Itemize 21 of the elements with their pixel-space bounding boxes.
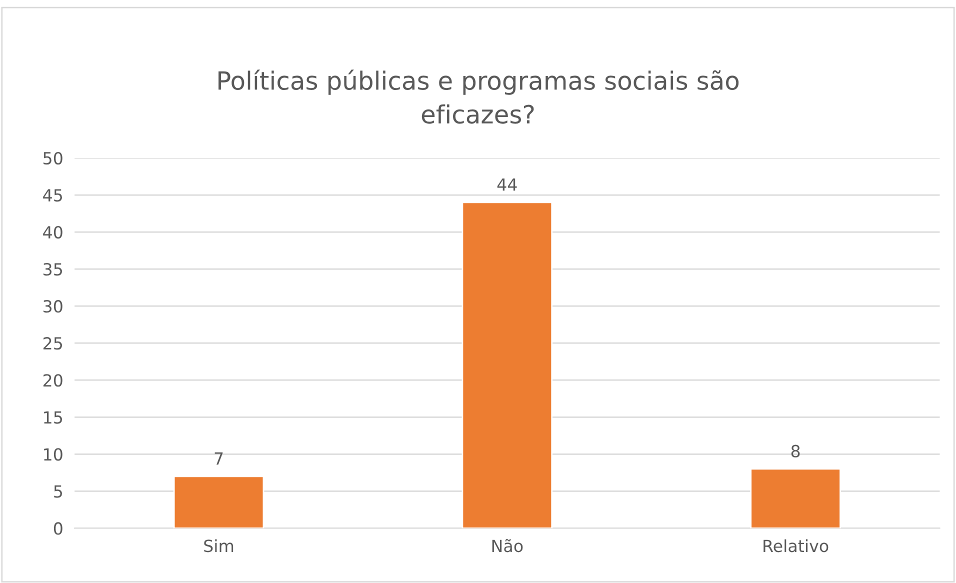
chart-title: Políticas públicas e programas sociais são eficazes? <box>218 70 739 124</box>
y-tick-label: 25 <box>43 337 62 350</box>
bar <box>462 202 553 528</box>
data-label: 44 <box>497 178 517 191</box>
y-tick-label: 40 <box>43 226 62 239</box>
y-tick-label: 10 <box>44 448 62 461</box>
y-tick-label: 45 <box>43 189 62 202</box>
y-tick-label: 50 <box>44 152 62 165</box>
y-tick-label: 5 <box>54 485 62 498</box>
y-tick-label: 35 <box>44 263 62 276</box>
bar <box>173 476 264 528</box>
y-tick-label: 20 <box>43 374 62 387</box>
x-tick-label: Sim <box>204 539 234 552</box>
y-tick-label: 15 <box>44 411 62 424</box>
x-tick-label: Relativo <box>764 539 828 552</box>
y-tick-label: 0 <box>54 522 62 535</box>
data-label: 8 <box>791 444 800 458</box>
bar <box>750 468 841 528</box>
y-tick-label: 30 <box>44 300 62 313</box>
x-tick-label: Não <box>492 539 523 552</box>
data-label: 7 <box>214 452 223 465</box>
